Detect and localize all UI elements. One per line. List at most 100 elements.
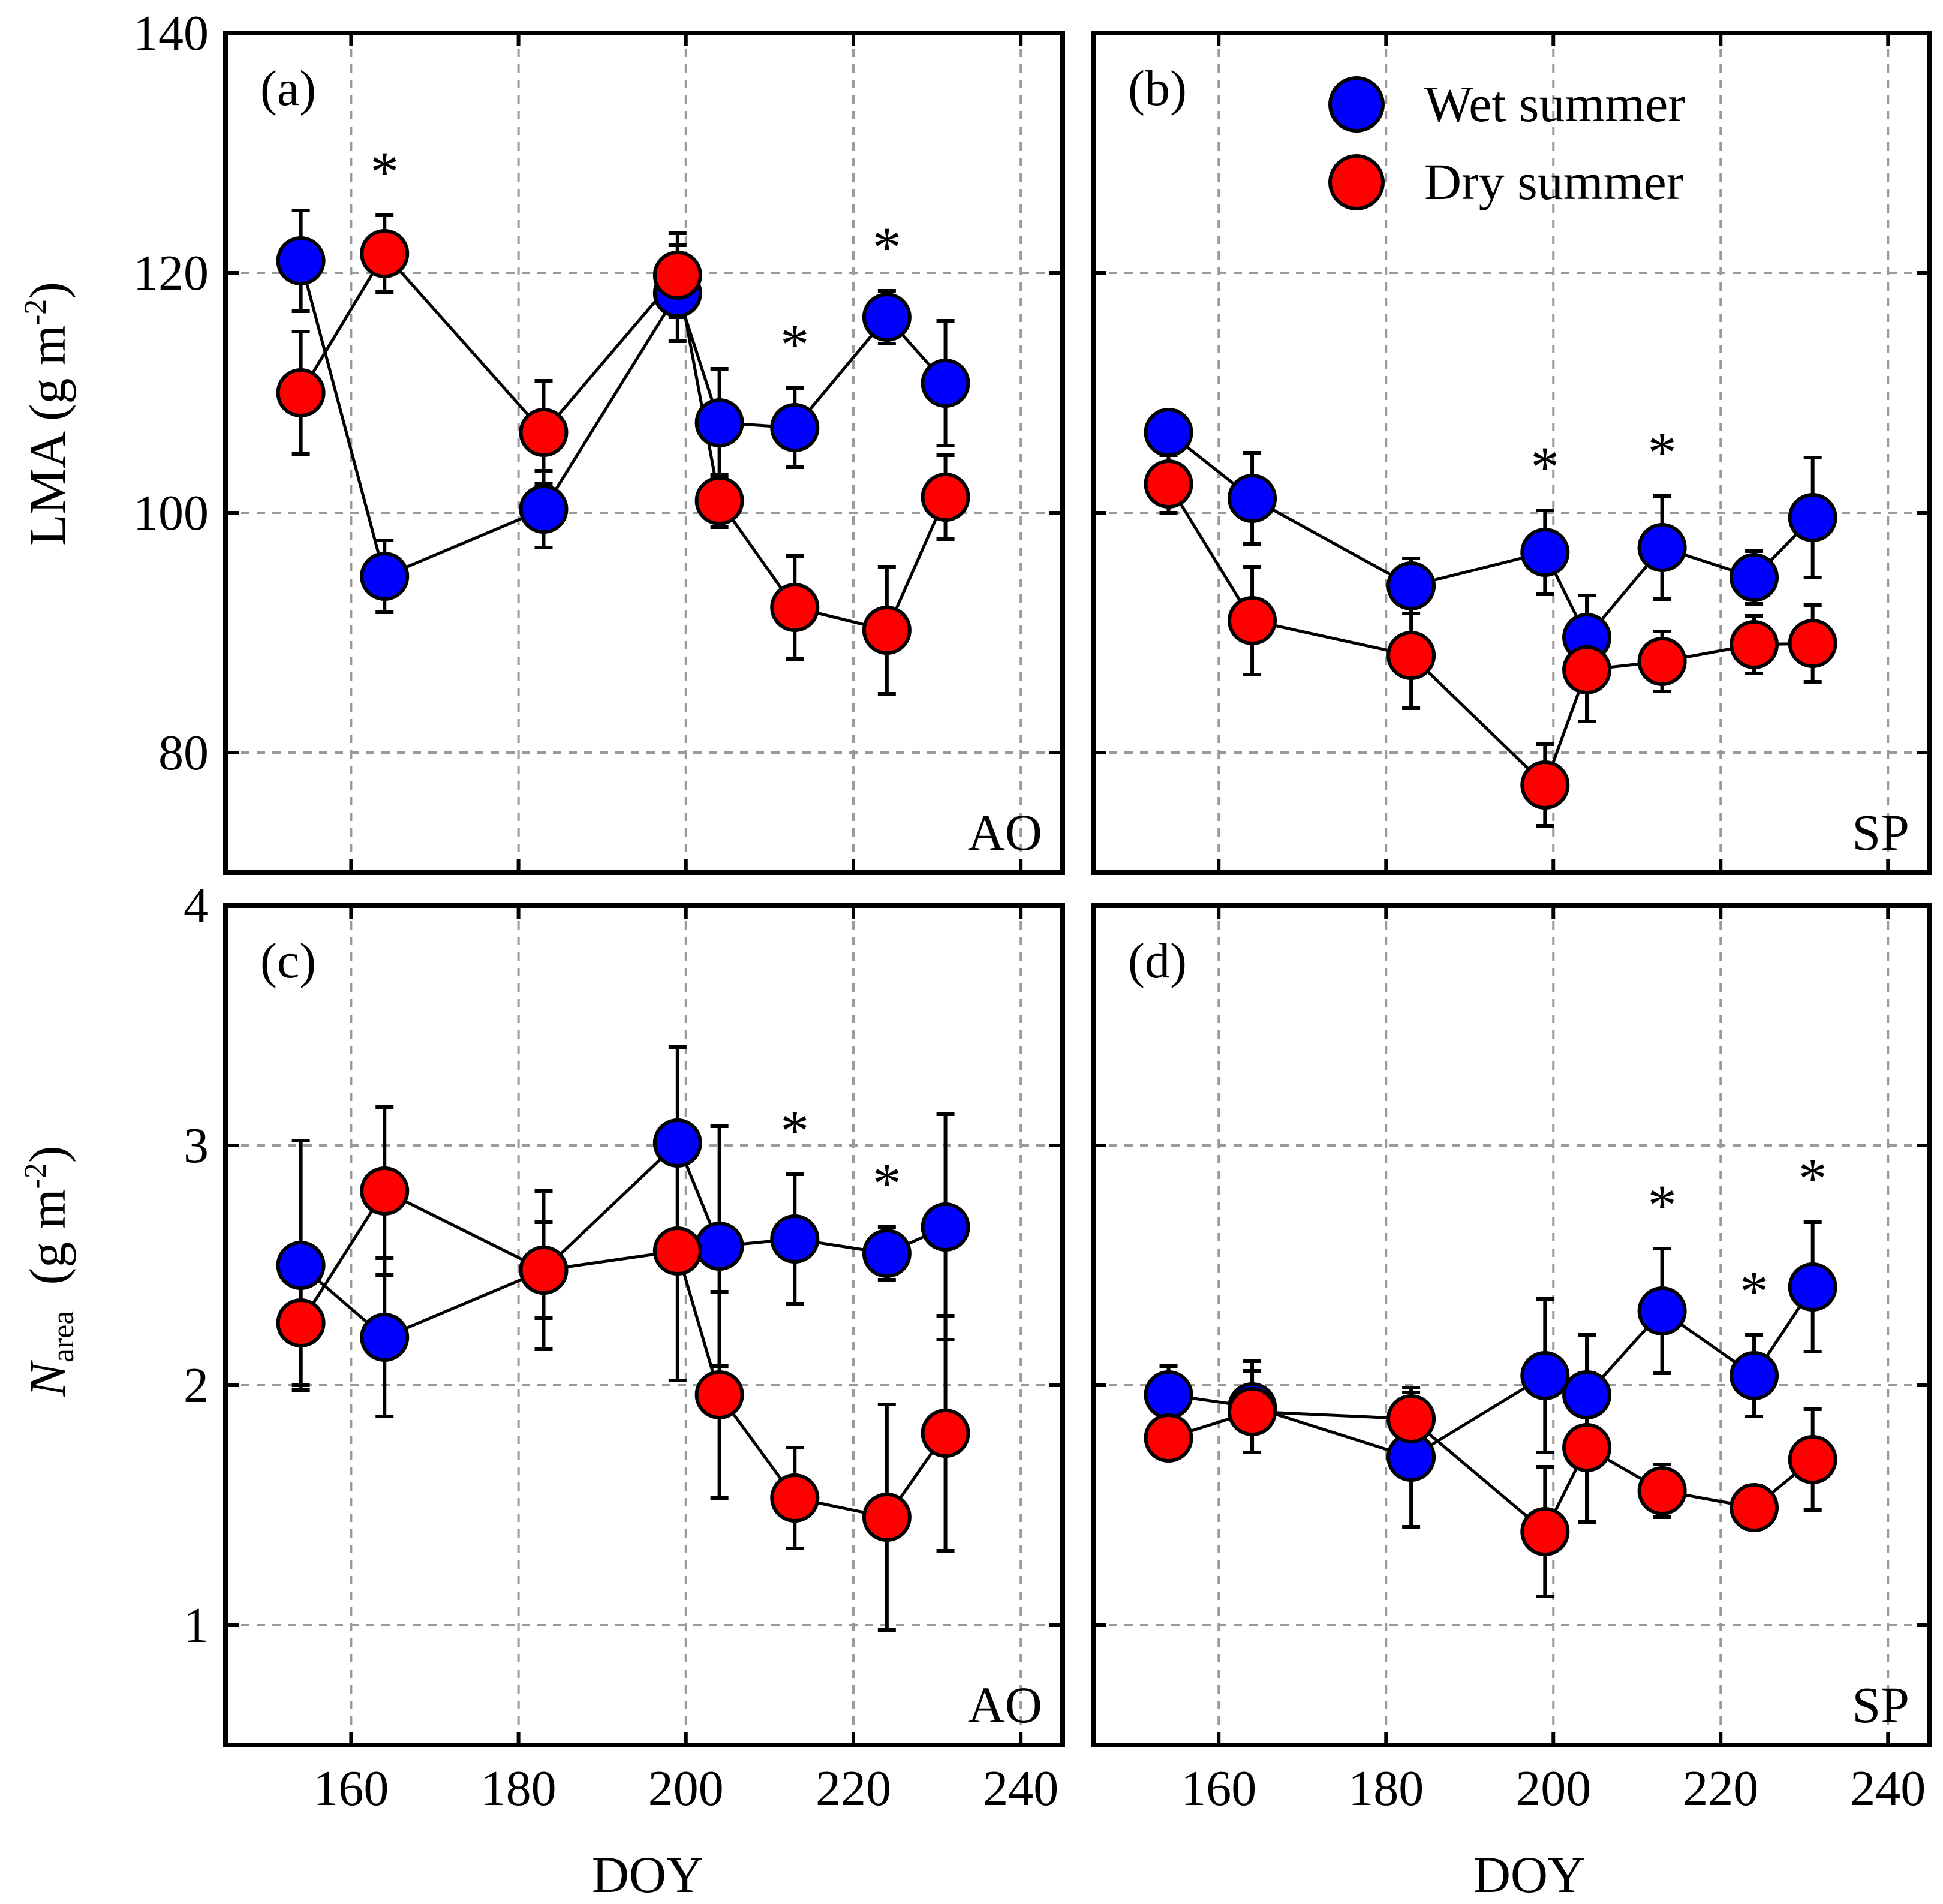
data-point-dry: [862, 1493, 912, 1542]
narea-subscript: area: [46, 1311, 80, 1363]
significance-asterisk: *: [780, 312, 809, 377]
data-point-dry: [1520, 760, 1570, 810]
markers-wet: [1144, 408, 1837, 662]
panel-label: (d): [1128, 933, 1187, 989]
legend: Wet summer Dry summer: [1328, 75, 1685, 210]
data-point-wet: [1637, 1286, 1687, 1335]
panel-frame: [1091, 31, 1932, 875]
series-dry: [291, 213, 955, 696]
data-point-wet: [921, 359, 970, 408]
x-axis-title-left: DOY: [592, 1846, 703, 1903]
x-tick-label: 240: [983, 1761, 1058, 1816]
data-point-dry: [1228, 596, 1277, 645]
data-point-wet: [921, 1202, 970, 1252]
data-point-wet: [276, 1241, 326, 1290]
data-point-dry: [1562, 1423, 1612, 1472]
data-point-wet: [1520, 528, 1570, 577]
panel-frame: [223, 903, 1065, 1747]
significance-markers: **: [780, 1099, 901, 1216]
grid: [225, 906, 1063, 1745]
x-tick-label: 200: [648, 1761, 724, 1816]
y-tick-label: 4: [184, 878, 209, 934]
data-point-wet: [1730, 553, 1779, 602]
panel-label: (c): [260, 933, 316, 989]
data-point-wet: [1637, 523, 1687, 572]
significance-markers: * * *: [370, 140, 901, 377]
data-point-wet: [770, 1214, 820, 1264]
significance-asterisk: *: [1740, 1259, 1768, 1324]
data-point-wet: [360, 552, 410, 601]
significance-asterisk: *: [1648, 420, 1677, 485]
significance-markers: **: [1530, 420, 1676, 499]
data-point-wet: [519, 485, 569, 534]
data-point-wet: [862, 293, 912, 342]
data-point-dry: [276, 1298, 326, 1347]
data-point-wet: [1386, 561, 1436, 610]
ticks: 80 100 120 140: [133, 5, 1063, 873]
data-point-wet: [1520, 1351, 1570, 1400]
site-label: SP: [1852, 804, 1909, 861]
x-tick-label: 240: [1850, 1761, 1926, 1816]
significance-asterisk: *: [1648, 1173, 1677, 1237]
narea-exponent: -2: [19, 1163, 53, 1189]
data-point-dry: [770, 1473, 820, 1523]
data-point-wet: [1562, 1370, 1612, 1419]
significance-asterisk: *: [873, 1151, 901, 1216]
markers-dry: [276, 229, 970, 655]
data-point-wet: [1144, 1370, 1193, 1419]
data-point-dry: [360, 1166, 410, 1216]
data-point-dry: [1386, 631, 1436, 680]
data-point-wet: [862, 1229, 912, 1278]
data-point-dry: [1637, 1466, 1687, 1515]
significance-asterisk: *: [370, 140, 399, 204]
x-tick-label: 160: [313, 1761, 389, 1816]
x-tick-label: 200: [1515, 1761, 1591, 1816]
x-tick-label: 160: [1181, 1761, 1256, 1816]
data-point-dry: [862, 606, 912, 655]
legend-dry-marker: [1328, 154, 1385, 210]
data-point-wet: [770, 403, 820, 452]
site-label: AO: [968, 1676, 1042, 1734]
legend-wet-label: Wet summer: [1424, 75, 1685, 133]
data-point-wet: [694, 398, 744, 447]
panel-b-lma-sp: * * (b) SP: [1091, 31, 1932, 875]
data-point-dry: [1228, 1387, 1277, 1436]
data-point-dry: [694, 476, 744, 525]
data-point-dry: [770, 583, 820, 632]
data-point-wet: [1228, 474, 1277, 523]
panel-label: (b): [1128, 61, 1187, 116]
data-point-wet: [1788, 1262, 1837, 1312]
panel-label: (a): [260, 61, 316, 116]
data-point-wet: [276, 236, 326, 285]
x-tick-label: 180: [1348, 1761, 1424, 1816]
data-point-dry: [694, 1370, 744, 1419]
significance-asterisk: *: [1798, 1147, 1827, 1211]
site-label: SP: [1852, 1676, 1909, 1734]
data-point-dry: [921, 473, 970, 522]
lma-exponent: -2: [19, 299, 53, 325]
data-point-wet: [652, 1118, 702, 1168]
data-point-dry: [1637, 637, 1687, 686]
grid: [1093, 906, 1930, 1745]
data-point-dry: [1730, 620, 1779, 669]
data-point-dry: [652, 1226, 702, 1276]
x-tick-label: 220: [1683, 1761, 1758, 1816]
data-point-wet: [1144, 408, 1193, 457]
panel-frame: [1091, 903, 1932, 1747]
significance-markers: * * *: [1648, 1147, 1827, 1324]
y-tick-label: 3: [184, 1118, 209, 1174]
panel-d-narea-sp: 160 180 200 220 240 * * * (d) SP: [1091, 903, 1932, 1816]
data-point-dry: [1788, 619, 1837, 668]
y-axis-title-lma: LMA (g m-2): [19, 282, 76, 546]
x-axis-title-right: DOY: [1473, 1846, 1585, 1903]
data-point-dry: [652, 251, 702, 300]
data-point-dry: [1520, 1507, 1570, 1556]
data-point-wet: [694, 1222, 744, 1271]
data-point-dry: [1386, 1394, 1436, 1443]
panel-a-lma-ao: 80 100 120 140 * * * (a) AO: [133, 5, 1065, 875]
data-point-dry: [1144, 459, 1193, 509]
data-point-dry: [1144, 1413, 1193, 1463]
data-point-dry: [276, 368, 326, 417]
markers-dry: [276, 1166, 970, 1542]
markers-wet: [276, 1118, 970, 1362]
